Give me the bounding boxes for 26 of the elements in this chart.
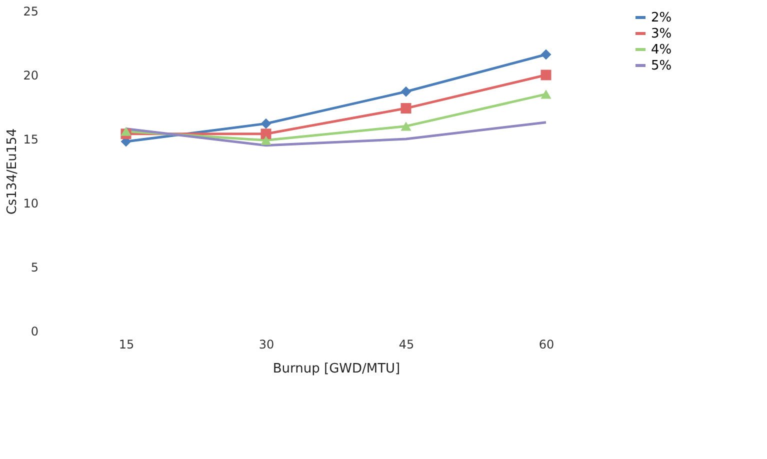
- point: [540, 70, 552, 80]
- y-tick-label: 10: [23, 196, 38, 210]
- y-tick-label: 25: [23, 4, 38, 18]
- point: [120, 126, 132, 136]
- legend-label: 4%: [651, 42, 672, 58]
- x-tick-label: 60: [538, 338, 554, 352]
- y-tick-label: 15: [23, 132, 38, 146]
- legend-label: 2%: [651, 10, 672, 26]
- point: [260, 118, 272, 129]
- y-tick-label: 20: [23, 68, 38, 82]
- point: [260, 136, 272, 145]
- point: [400, 103, 412, 114]
- y-tick-label: 0: [30, 324, 38, 338]
- x-axis-title: Burnup [GWD/MTU]: [272, 362, 400, 376]
- point: [400, 86, 412, 97]
- y-tick-label: 5: [30, 260, 38, 274]
- point: [260, 128, 272, 140]
- x-tick-label: 30: [258, 338, 274, 352]
- point: [540, 49, 552, 60]
- x-tick-label: 15: [118, 338, 134, 352]
- point: [400, 122, 412, 131]
- x-tick-label: 45: [398, 338, 414, 352]
- point: [540, 90, 552, 99]
- legend-label: 3%: [651, 26, 672, 42]
- y-axis-title: Cs134/Eu154: [5, 128, 20, 215]
- legend-label: 5%: [651, 58, 672, 74]
